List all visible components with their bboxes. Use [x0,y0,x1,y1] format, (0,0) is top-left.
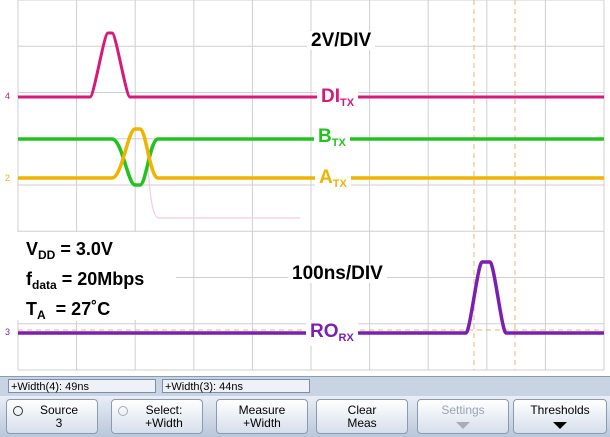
channel-3-marker: 3 [5,327,10,337]
select-softkey-value: +Width [145,416,183,430]
arrow-down-icon [553,422,567,429]
trace-a-tx [18,127,604,180]
vertical-scale-label: 2V/DIV [307,31,376,50]
waveform-screen: 4 2 3 2V/DIV 100ns/DIV DITX BTX ATX RORX… [5,0,605,371]
settings-softkey[interactable]: Settings [417,399,509,434]
measure-softkey-label: Measure [238,403,286,417]
settings-softkey-label: Settings [441,403,485,417]
thresholds-softkey-label: Thresholds [530,403,590,417]
source-softkey-value: 3 [55,416,63,430]
trace-ro-rx [18,260,604,335]
select-softkey-label: Select: [145,403,183,417]
source-softkey-label: Source [39,403,79,417]
horizontal-scale-label: 100ns/DIV [288,264,387,283]
measure-softkey-value: +Width [243,416,281,430]
label-a-tx: ATX [315,166,351,192]
param-vdd: VDD = 3.0V [26,239,113,262]
channel-4-marker: 4 [5,91,10,101]
softkey-bar: Source 3 Select: +Width Measure +Width C… [0,396,610,437]
channel-2-marker: 2 [5,173,10,183]
knob-icon [118,406,128,416]
trace-b-tx [18,137,604,187]
channel-markers: 4 2 3 [5,91,10,337]
param-ta: TA = 27˚C [26,299,111,322]
label-b-tx: BTX [314,125,350,151]
measurement-width-4[interactable]: +Width(4): 49ns [8,379,156,393]
measure-width-softkey[interactable]: Measure +Width [216,399,308,434]
knob-icon [13,406,23,416]
arrow-down-icon [456,422,470,429]
clear-meas-softkey[interactable]: Clear Meas [316,399,408,434]
source-softkey[interactable]: Source 3 [6,399,98,434]
label-ro-rx: RORX [306,320,358,346]
traces [18,31,604,335]
label-di-tx: DITX [317,85,359,111]
cursor-lines [18,0,604,370]
thresholds-softkey[interactable]: Thresholds [513,399,607,434]
select-softkey[interactable]: Select: +Width [111,399,203,434]
param-fdata: fdata = 20Mbps [26,269,145,292]
measurement-width-3[interactable]: +Width(3): 44ns [162,379,310,393]
clear-softkey-label: Clear [347,403,377,417]
clear-softkey-value: Meas [347,416,377,430]
trace-di-tx [18,31,604,99]
measurement-bar: +Width(4): 49ns +Width(3): 44ns [0,376,610,396]
